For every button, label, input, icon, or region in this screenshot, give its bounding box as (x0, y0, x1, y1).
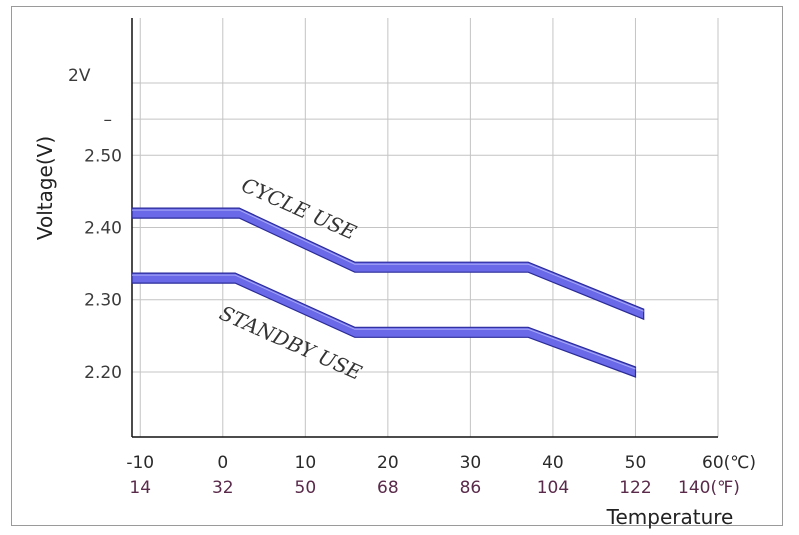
y-tick-label: 2.40 (84, 219, 122, 239)
x-tick-label-fahrenheit: 50 (295, 478, 317, 498)
series-highlight (132, 209, 644, 312)
x-tick-label-fahrenheit: 32 (212, 478, 234, 498)
x-tick-label-celsius: 60(℃) (702, 453, 756, 473)
x-tick-label-celsius: 30 (460, 453, 482, 473)
x-tick-labels: -10 14 0 32 10 50 20 68 30 86 40 104 50 122 60(℃) 140(℉… (126, 453, 756, 498)
y-tick-labels: 2V – 2.50 2.40 2.30 2.20 (68, 66, 122, 383)
x-tick-label-fahrenheit: 86 (460, 478, 482, 498)
x-tick-label-fahrenheit: 122 (619, 478, 651, 498)
y-tick-label: 2V (68, 66, 91, 86)
x-tick-label-celsius: 50 (625, 453, 647, 473)
x-tick-label-fahrenheit: 14 (129, 478, 151, 498)
series-ribbon-standby-use (131, 272, 637, 378)
x-tick-label-celsius: 0 (217, 453, 228, 473)
y-tick-label: 2.30 (84, 291, 122, 311)
x-axis-label: Temperature (606, 505, 734, 529)
series-highlight (132, 274, 636, 370)
y-axis-label: Voltage(V) (33, 136, 57, 240)
x-tick-label-fahrenheit: 140(℉) (678, 478, 740, 498)
series-label-cycle-use: CYCLE USE (238, 173, 360, 245)
series-group (131, 207, 645, 378)
x-tick-label-fahrenheit: 68 (377, 478, 399, 498)
x-tick-label-fahrenheit: 104 (537, 478, 569, 498)
y-tick-label: – (104, 110, 113, 130)
y-tick-label: 2.20 (84, 363, 122, 383)
y-tick-label: 2.50 (84, 146, 122, 166)
series-ribbon-cycle-use (131, 207, 645, 321)
x-tick-label-celsius: -10 (126, 453, 154, 473)
x-tick-label-celsius: 40 (542, 453, 564, 473)
x-tick-label-celsius: 10 (295, 453, 317, 473)
x-tick-label-celsius: 20 (377, 453, 399, 473)
